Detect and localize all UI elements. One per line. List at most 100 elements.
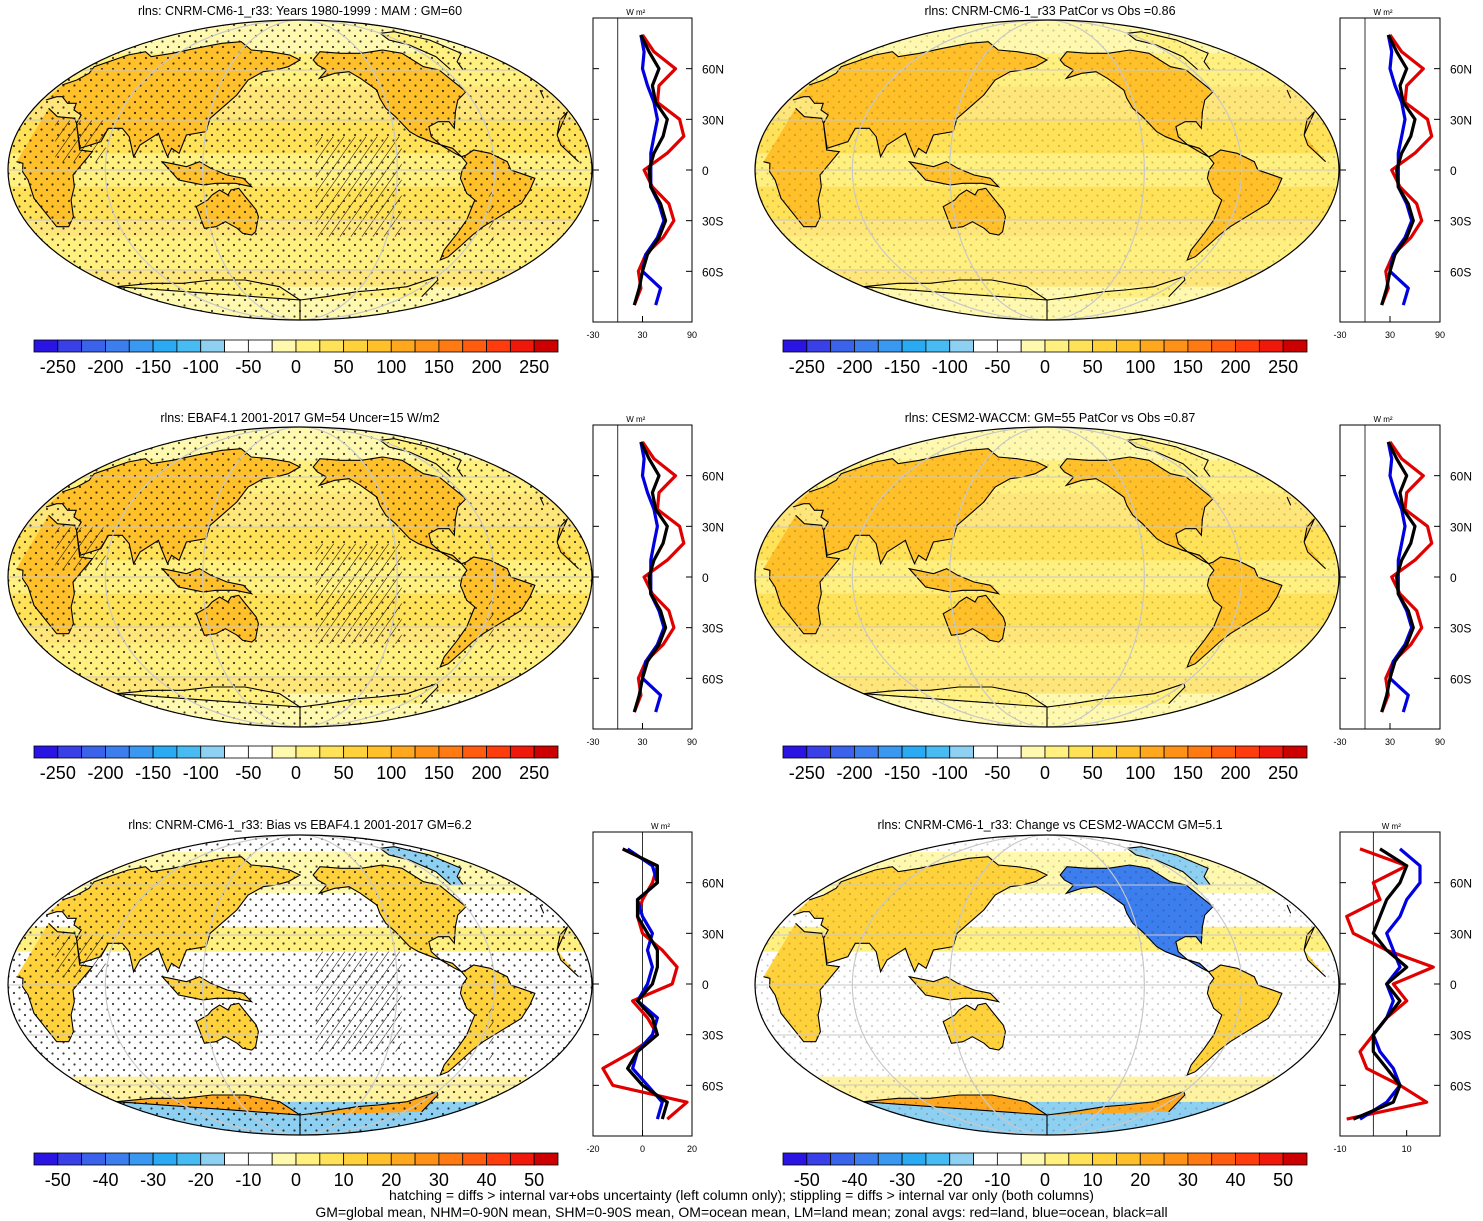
colorbar-swatch (343, 745, 368, 759)
profile-unit-label: W m² (626, 8, 645, 17)
profile-lat-label: 60S (1450, 672, 1471, 686)
colorbar-tick-label: 10 (334, 1170, 354, 1190)
profile-lat-label: 60N (1450, 877, 1472, 891)
colorbar-swatch (57, 339, 83, 353)
map-panel-1 (7, 19, 593, 321)
map-panel-3 (7, 426, 593, 728)
profile-lat-label: 30N (702, 520, 724, 534)
colorbar-swatch (806, 1152, 832, 1166)
colorbar-swatch (901, 339, 927, 353)
profile-x-tick-label: 30 (1385, 737, 1395, 747)
profile-x-tick-label: 10 (1402, 1144, 1412, 1154)
profile-lat-label: 0 (1450, 571, 1457, 585)
colorbar-swatch (128, 339, 154, 353)
colorbar-tick-label: -200 (836, 763, 872, 783)
colorbar-tick-label: 200 (1221, 357, 1251, 377)
colorbar-swatch (925, 1152, 951, 1166)
colorbar-layer: -250 -200 -150 -100 -50 0 50 100 150 200 250 -250 -2… (33, 339, 1308, 1190)
colorbar-swatch (1116, 745, 1141, 759)
map-border (7, 19, 593, 321)
map-border (754, 834, 1340, 1136)
colorbar-swatch (1116, 339, 1141, 353)
colorbar-swatch (1068, 745, 1094, 759)
colorbar-swatch (1258, 1152, 1284, 1166)
colorbar-swatch (200, 745, 225, 759)
colorbar-swatch (782, 339, 808, 353)
zonal-mean-line (1380, 34, 1417, 306)
colorbar-tick-label: -250 (789, 357, 825, 377)
profile-x-tick-label: -30 (586, 330, 599, 340)
graticule-meridian (851, 427, 1243, 727)
colorbar-tick-label: 30 (429, 1170, 449, 1190)
colorbar-tick-label: -150 (884, 763, 920, 783)
colorbar-swatch (486, 339, 511, 353)
graticule-meridian (104, 835, 496, 1135)
colorbar-swatch (901, 1152, 927, 1166)
profile-lat-label: 60N (1450, 470, 1472, 484)
colorbar-swatch (1092, 1152, 1117, 1166)
colorbar-tick-label: 150 (424, 357, 454, 377)
profile-lat-label: 60N (702, 63, 724, 77)
colorbar-swatch (509, 339, 535, 353)
colorbar-swatch (1044, 745, 1070, 759)
colorbar-swatch (200, 1152, 225, 1166)
colorbar-swatch (200, 339, 225, 353)
colorbar-swatch (1211, 339, 1236, 353)
panel-title-5: rlns: CNRM-CM6-1_r33: Bias vs EBAF4.1 20… (128, 818, 472, 832)
colorbar-swatch (1068, 339, 1094, 353)
colorbar-swatch (1282, 1152, 1308, 1166)
profile-lat-label: 0 (702, 164, 709, 178)
colorbar-swatch (1282, 745, 1308, 759)
profile-x-tick-label: 90 (1435, 330, 1445, 340)
colorbar-swatch (949, 339, 974, 353)
colorbar-swatch (854, 339, 879, 353)
zonal-profile-1: W m² 60N 30N 0 30S 60S -30 30 90 (586, 8, 724, 340)
colorbar-swatch (1235, 339, 1260, 353)
colorbar-swatch (486, 745, 511, 759)
map-layer (7, 19, 1340, 1136)
colorbar-swatch (438, 1152, 464, 1166)
colorbar-swatch (877, 1152, 903, 1166)
colorbar-tick-label: 100 (1125, 763, 1155, 783)
colorbar-tick-label: -250 (789, 763, 825, 783)
colorbar-tick-label: -150 (135, 357, 171, 377)
colorbar-tick-label: -250 (40, 763, 76, 783)
colorbar-swatch (509, 745, 535, 759)
colorbar-tick-label: 250 (519, 763, 549, 783)
colorbar-tick-label: 200 (472, 357, 502, 377)
graticule-meridian (949, 427, 1145, 727)
colorbar-swatch (390, 745, 416, 759)
zonal-mean-line (1380, 441, 1417, 713)
colorbar-swatch (176, 745, 202, 759)
colorbar-tick-label: -150 (135, 763, 171, 783)
colorbar-swatch (343, 339, 368, 353)
profile-x-tick-label: 0 (640, 1144, 645, 1154)
colorbar-swatch (462, 745, 487, 759)
colorbar-swatch (1258, 745, 1284, 759)
colorbar-swatch (877, 339, 903, 353)
profile-x-tick-label: 90 (687, 737, 697, 747)
colorbar-swatch (271, 745, 297, 759)
colorbar-tick-label: 250 (519, 357, 549, 377)
colorbar-swatch (854, 745, 879, 759)
colorbar-swatch (806, 339, 832, 353)
zonal-profile-6: W m² 60N 30N 0 30S 60S -10 10 (1333, 822, 1472, 1154)
colorbar-swatch (295, 1152, 321, 1166)
colorbar-swatch (806, 745, 832, 759)
hatching (55, 120, 106, 162)
colorbar-tick-label: 50 (1083, 357, 1103, 377)
zonal-mean-line (1380, 440, 1434, 713)
colorbar-tick-label: 0 (1040, 763, 1050, 783)
colorbar-swatch (533, 339, 559, 353)
profile-lat-label: 0 (702, 571, 709, 585)
graticule-meridian (104, 20, 496, 320)
colorbar-swatch (438, 745, 464, 759)
colorbar-5: -50 -40 -30 -20 -10 0 10 20 30 40 50 (33, 1152, 559, 1190)
colorbar-swatch (414, 1152, 440, 1166)
colorbar-2: -250 -200 -150 -100 -50 0 50 100 150 200 250 (782, 339, 1308, 377)
colorbar-swatch (128, 745, 154, 759)
colorbar-tick-label: -200 (87, 763, 123, 783)
profile-x-tick-label: -30 (586, 737, 599, 747)
panel-title-4: rlns: CESM2-WACCM: GM=55 PatCor vs Obs =… (904, 411, 1196, 425)
graticule-meridian (851, 835, 1243, 1135)
